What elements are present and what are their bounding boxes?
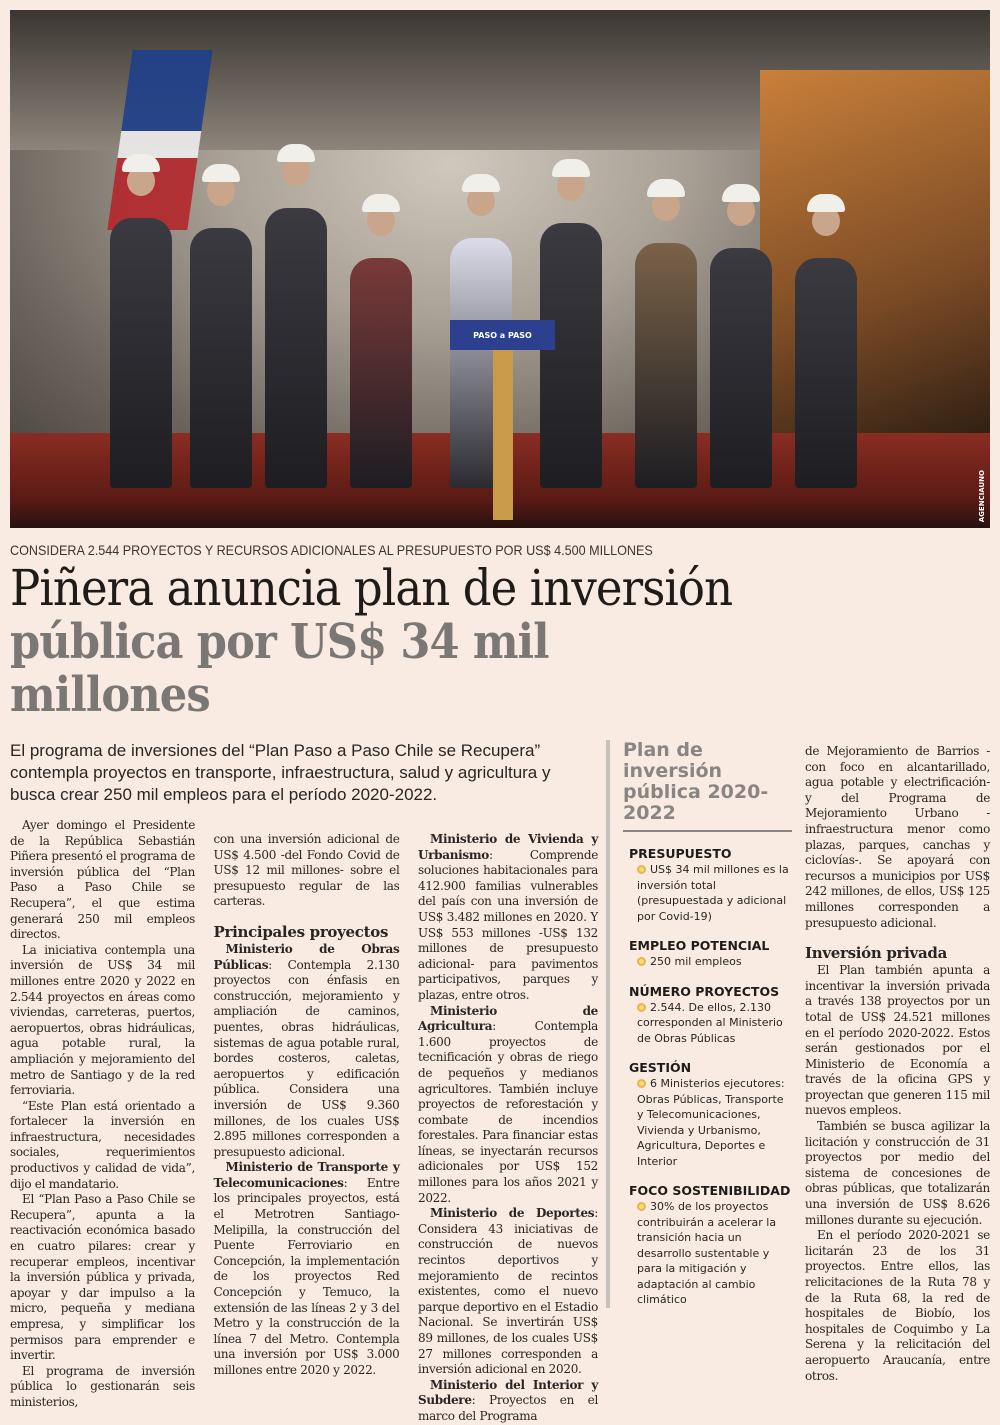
paragraph: Ministerio de Agricultura: Contempla 1.6… [418, 1004, 598, 1207]
paragraph: El Plan también apunta a incentivar la i… [805, 963, 990, 1118]
bullet-icon [637, 1079, 646, 1088]
bullet-icon [637, 865, 646, 874]
news-photo: PASO a PASO AGENCIAUNO [10, 10, 990, 528]
lead: Ministerio de Vivienda y Urbanismo [418, 832, 598, 862]
lead: Ministerio de Obras Públicas [213, 941, 400, 972]
paragraph: El “Plan Paso a Paso Chile se Recupera”,… [10, 1192, 195, 1363]
person [635, 179, 697, 488]
item-text: 6 Ministerios ejecutores: Obras Públicas… [637, 1077, 785, 1168]
paragraph: Ministerio de Transporte y Telecomunicac… [214, 1160, 400, 1378]
podium-stand [493, 350, 513, 520]
paragraph: La iniciativa contempla una inversión de… [10, 942, 195, 1098]
paragraph: El programa de inversión pública lo gest… [10, 1363, 195, 1409]
text: : Entre los principales proyectos, está … [213, 1175, 400, 1377]
paragraph: Ministerio de Deportes: Considera 43 ini… [418, 1206, 598, 1378]
person [795, 194, 857, 488]
person [540, 159, 602, 488]
text: : Contempla 2.130 proyectos con énfasis … [213, 957, 400, 1159]
paragraph: de Mejoramiento de Barrios -con foco en … [805, 744, 990, 930]
headline-line1: Piñera anuncia plan de inversión [10, 559, 733, 617]
paragraph: “Este Plan está orientado a fortalecer l… [10, 1098, 195, 1191]
sidebar-item: 30% de los proyectos contribuirán a acel… [629, 1199, 792, 1308]
sidebar-item: 6 Ministerios ejecutores: Obras Públicas… [629, 1076, 792, 1169]
person [350, 194, 412, 488]
text: : Contempla 1.600 proyectos de tecnifica… [418, 1019, 598, 1205]
photo-credit: AGENCIAUNO [978, 469, 986, 522]
text: : Comprende soluciones habitacionales pa… [418, 847, 598, 1002]
sidebar-heading: NÚMERO PROYECTOS [629, 983, 780, 999]
paragraph: Ministerio de Obras Públicas: Contempla … [214, 942, 400, 1160]
item-text: 2.544. De ellos, 2.130 corresponden al M… [637, 1000, 783, 1045]
lead: Ministerio de Deportes [430, 1206, 595, 1221]
sidebar-item: 250 mil empleos [629, 954, 792, 970]
paragraph: con una inversión adicional de US$ 4.500… [213, 832, 400, 909]
podium-logo: PASO a PASO [450, 320, 555, 350]
sidebar-heading: FOCO SOSTENIBILIDAD [629, 1183, 791, 1198]
column-2: con una inversión adicional de US$ 4.500… [214, 832, 400, 1425]
headline-line2: pública por US$ 34 mil millones [10, 614, 550, 723]
bullet-icon [637, 1202, 646, 1211]
main-text-block: El programa de inversiones del “Plan Pas… [10, 740, 598, 1425]
item-text: US$ 34 mil millones es la inversión tota… [637, 863, 789, 923]
sidebar-item: 2.544. De ellos, 2.130 corresponden al M… [629, 1000, 792, 1047]
item-text: 250 mil empleos [650, 955, 742, 968]
sidebar-box: Plan de inversión pública 2020-2022 PRES… [606, 740, 792, 1308]
paragraph: Ministerio del Interior y Subdere: Proye… [418, 1378, 598, 1425]
text: : Considera 43 iniciativas de construcci… [418, 1206, 598, 1377]
column-1: Ayer domingo el Presidente de la Repúbli… [10, 818, 195, 1425]
paragraph: También se busca agilizar la licitación … [805, 1119, 990, 1227]
sidebar-item: US$ 34 mil millones es la inversión tota… [629, 862, 792, 924]
article-body: El programa de inversiones del “Plan Pas… [10, 740, 990, 1425]
article: CONSIDERA 2.544 PROYECTOS Y RECURSOS ADI… [10, 541, 990, 1425]
person [265, 144, 327, 488]
subhead: Inversión privada [805, 944, 947, 963]
sidebar-heading: EMPLEO POTENCIAL [629, 938, 770, 953]
item-text: 30% de los proyectos contribuirán a acel… [637, 1200, 777, 1306]
sidebar-heading: GESTIÓN [629, 1060, 692, 1075]
person [190, 164, 252, 488]
deck: El programa de inversiones del “Plan Pas… [10, 741, 551, 804]
paragraph: Ministerio de Vivienda y Urbanismo: Comp… [418, 832, 598, 1004]
subhead: Principales proyectos [213, 922, 389, 941]
bullet-icon [637, 957, 646, 966]
kicker: CONSIDERA 2.544 PROYECTOS Y RECURSOS ADI… [10, 542, 653, 558]
paragraph: En el período 2020-2021 se licitarán 23 … [805, 1228, 990, 1383]
paragraph: Ayer domingo el Presidente de la Repúbli… [10, 818, 195, 942]
column-5: de Mejoramiento de Barrios -con foco en … [805, 744, 990, 1384]
person [710, 184, 772, 488]
bullet-icon [637, 1002, 646, 1012]
sidebar-title: Plan de inversión pública 2020-2022 [623, 740, 792, 832]
text-columns: Ayer domingo el Presidente de la Repúbli… [10, 818, 598, 1425]
lead: Ministerio de Transporte y Telecomunicac… [213, 1160, 400, 1190]
lead: Ministerio de Agricultura [418, 1003, 598, 1034]
sidebar-heading: PRESUPUESTO [629, 846, 732, 861]
column-3: Ministerio de Vivienda y Urbanismo: Comp… [418, 832, 598, 1425]
person [110, 154, 172, 488]
